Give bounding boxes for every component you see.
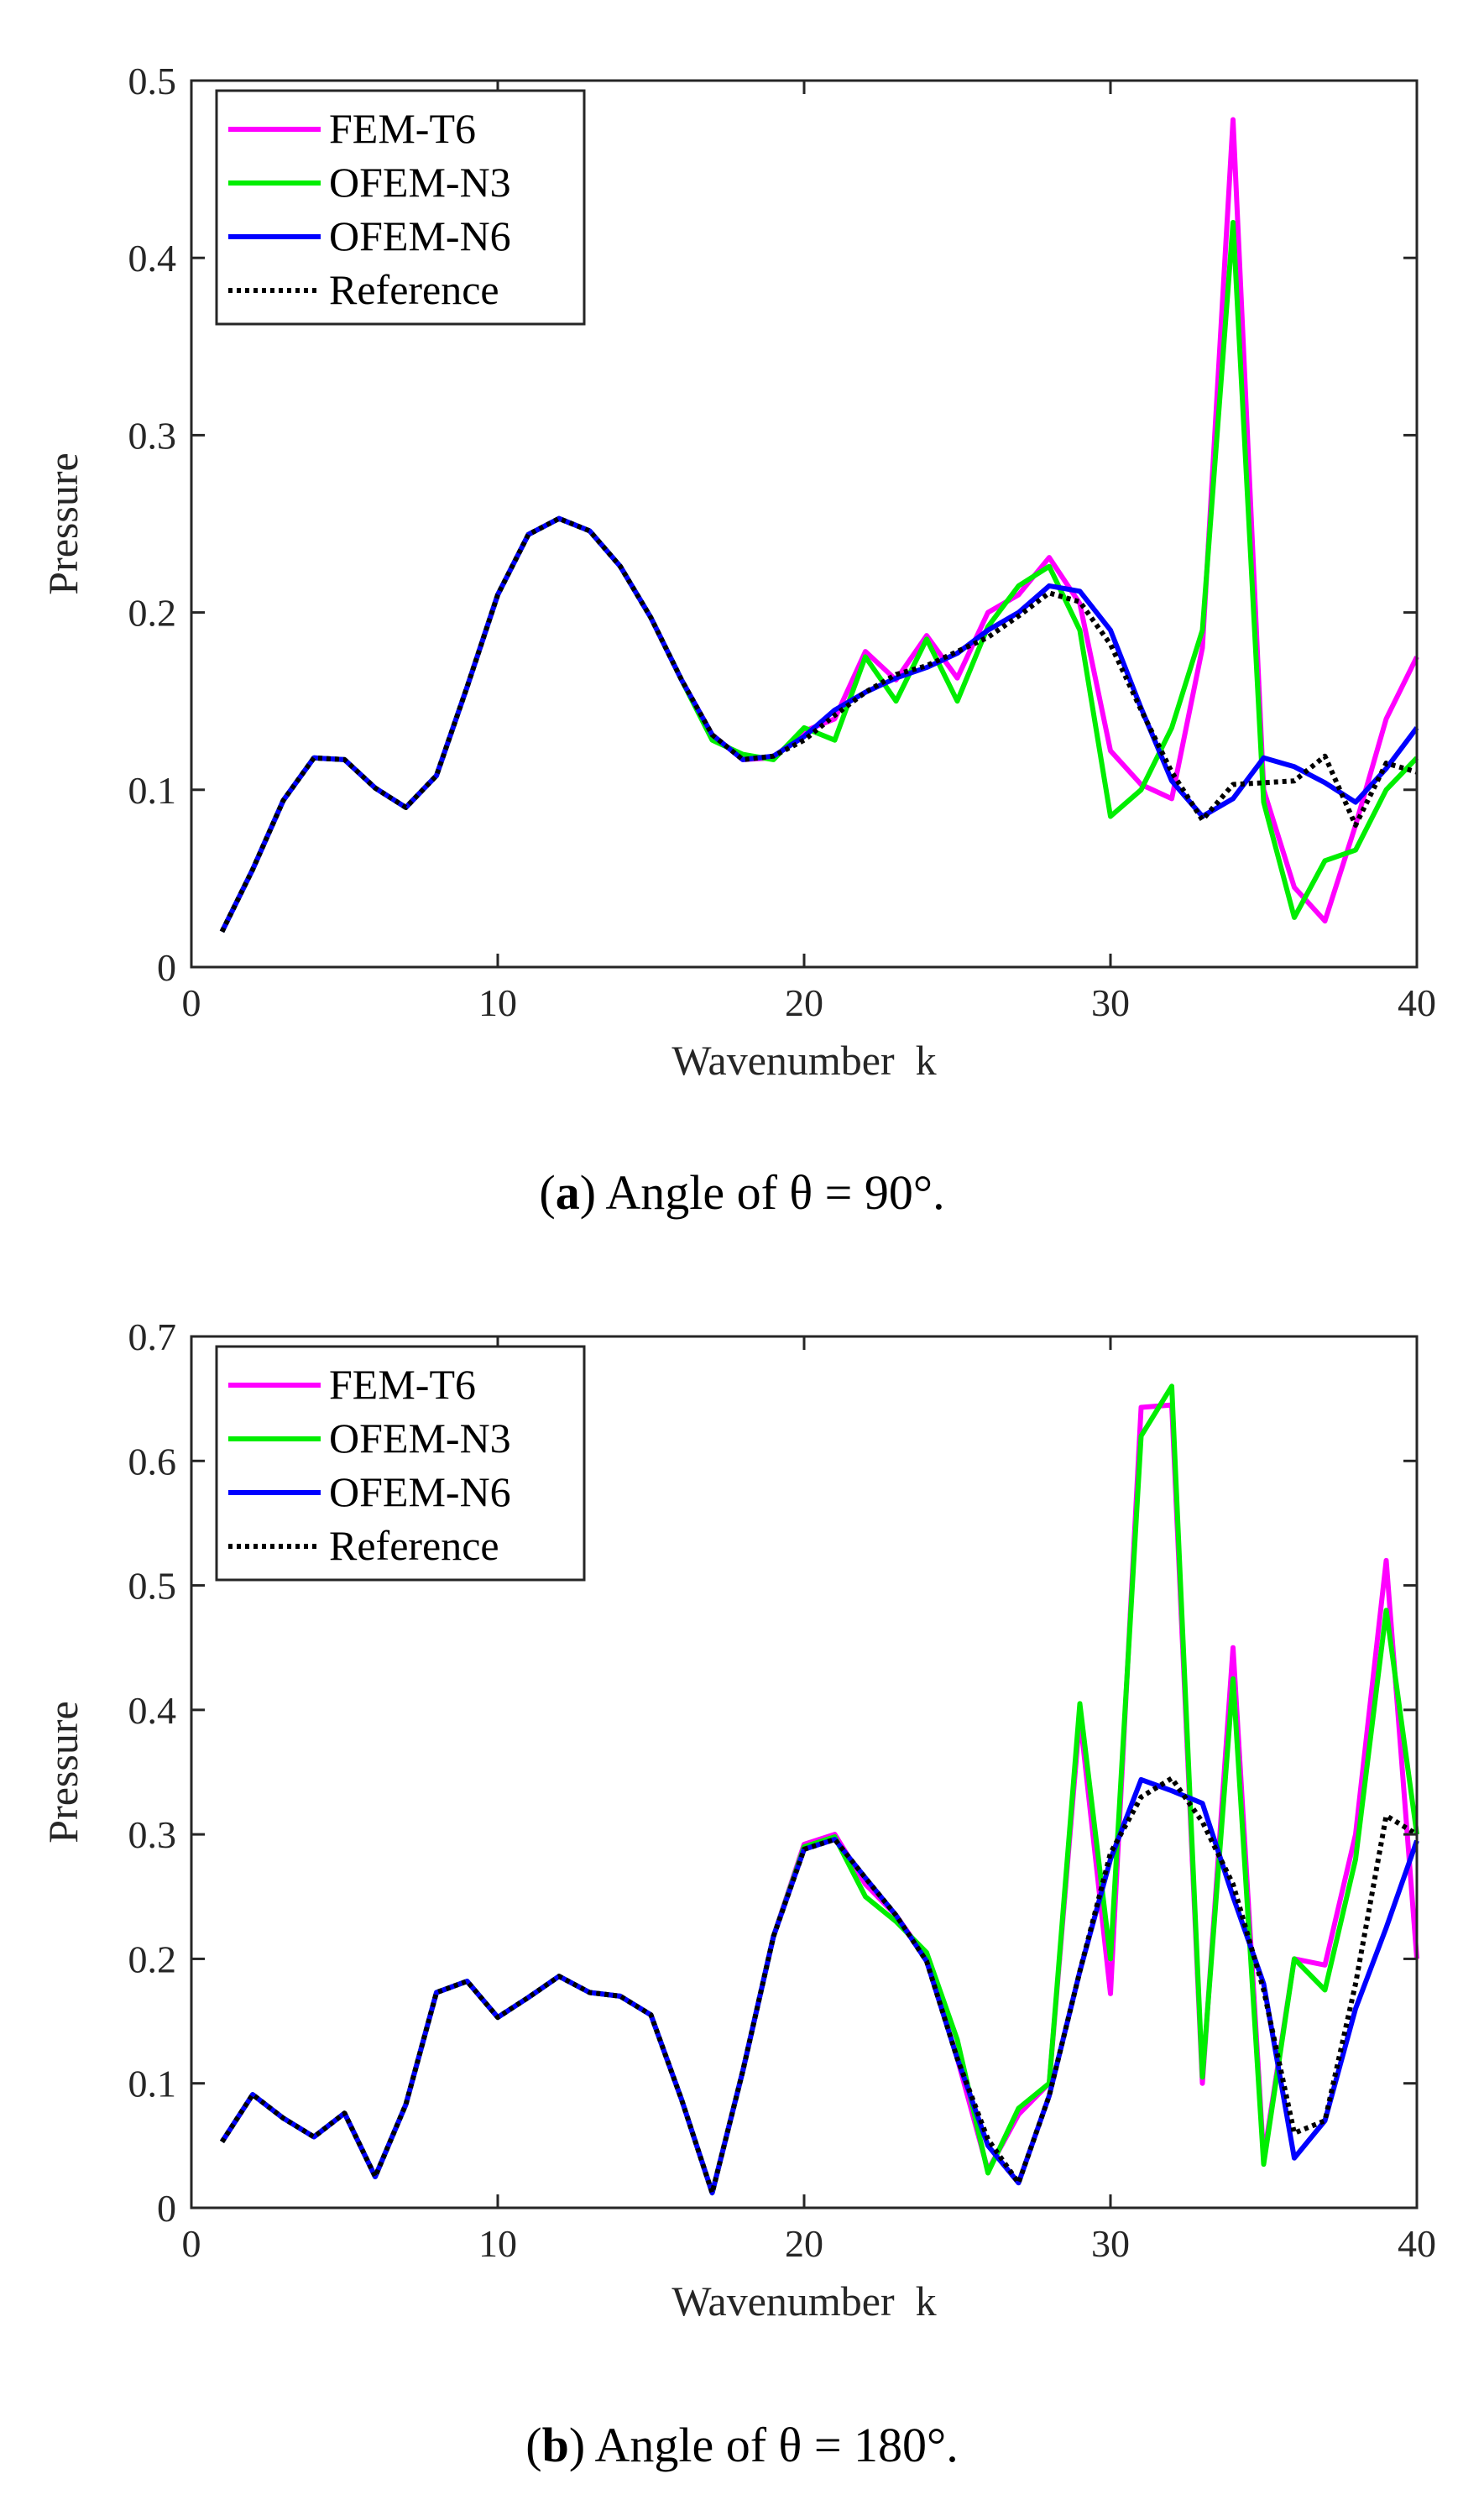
y-axis-title-b: Pressure: [39, 1701, 86, 1843]
series-line-ofem-n3-a: [219, 220, 1419, 933]
series-line-ofem-n6-b: [219, 1776, 1419, 2196]
x-tick-label: 20: [785, 981, 823, 1024]
x-tick-label: 20: [785, 2222, 823, 2265]
svg-text:(a) Angle of θ = 90°.: (a) Angle of θ = 90°.: [539, 1165, 944, 1220]
series-line-reference-b: [219, 1775, 1419, 2196]
caption-a-letter: a: [556, 1165, 580, 1220]
y-tick-label: 0.4: [128, 237, 177, 280]
x-axis-title-a: Wavenumber k: [671, 1037, 936, 1084]
plot-area-a: 0 10 20 30 40 0 0.1 0.2 0.3 0.4 0.5 FEM-T6 OFEM-N3 OF…: [128, 60, 1437, 1024]
panel-b: 0 10 20 30 40 0 0.1 0.2 0.3 0.4 0.5 0.6 0.7 FEM-T6 OFE…: [39, 1315, 1436, 2472]
series-line-reference-a: [219, 515, 1418, 933]
y-tick-label: 0: [157, 946, 176, 989]
y-tick-label: 0.6: [128, 1440, 177, 1483]
y-axis-title-a: Pressure: [39, 452, 86, 594]
y-tick-label: 0.7: [128, 1315, 177, 1358]
x-tick-label: 0: [182, 2222, 201, 2265]
legend-label-fem-t6: FEM-T6: [329, 1361, 476, 1408]
y-tick-label: 0.3: [128, 1813, 177, 1856]
caption-b-text: Angle of θ = 180°.: [594, 2418, 958, 2472]
plot-area-b: 0 10 20 30 40 0 0.1 0.2 0.3 0.4 0.5 0.6 0.7 FEM-T6 OFE…: [128, 1315, 1437, 2265]
y-tick-label: 0.3: [128, 414, 177, 457]
y-tick-label: 0.1: [128, 2063, 177, 2105]
legend-label-ofem-n6: OFEM-N6: [329, 212, 511, 259]
caption-a-text: Angle of θ = 90°.: [605, 1165, 944, 1220]
y-tick-label: 0.2: [128, 592, 177, 635]
y-tick-label: 0.1: [128, 769, 177, 812]
x-tick-label: 30: [1091, 981, 1130, 1024]
legend-label-ofem-n6: OFEM-N6: [329, 1468, 511, 1515]
y-tick-label: 0.4: [128, 1689, 177, 1732]
x-tick-label: 10: [478, 981, 517, 1024]
legend-label-ofem-n3: OFEM-N3: [329, 1415, 511, 1462]
x-axis-title-b: Wavenumber k: [671, 2278, 936, 2325]
x-tick-label: 0: [182, 981, 201, 1024]
legend-a: FEM-T6 OFEM-N3 OFEM-N6 Reference: [215, 89, 586, 326]
legend-label-fem-t6: FEM-T6: [329, 105, 476, 152]
y-tick-label: 0.5: [128, 1565, 177, 1608]
x-tick-label: 40: [1398, 2222, 1436, 2265]
panel-a: 0 10 20 30 40 0 0.1 0.2 0.3 0.4 0.5 FEM-T6 OFEM-N3 OF…: [39, 60, 1436, 1220]
x-tick-label: 40: [1398, 981, 1436, 1024]
legend-label-reference: Reference: [329, 1522, 499, 1569]
legend-label-reference: Reference: [329, 266, 499, 313]
x-tick-label: 10: [478, 2222, 517, 2265]
legend-label-ofem-n3: OFEM-N3: [329, 159, 511, 206]
y-tick-label: 0.5: [128, 60, 177, 102]
caption-b-letter: b: [542, 2418, 569, 2472]
y-tick-label: 0.2: [128, 1938, 177, 1980]
svg-text:(b) Angle of θ = 180°.: (b) Angle of θ = 180°.: [525, 2418, 958, 2472]
legend-b: FEM-T6 OFEM-N3 OFEM-N6 Reference: [215, 1345, 586, 1582]
x-tick-label: 30: [1091, 2222, 1130, 2265]
y-tick-label: 0: [157, 2187, 176, 2230]
caption-b: (b) Angle of θ = 180°.: [525, 2418, 958, 2472]
caption-a: (a) Angle of θ = 90°.: [539, 1165, 944, 1220]
